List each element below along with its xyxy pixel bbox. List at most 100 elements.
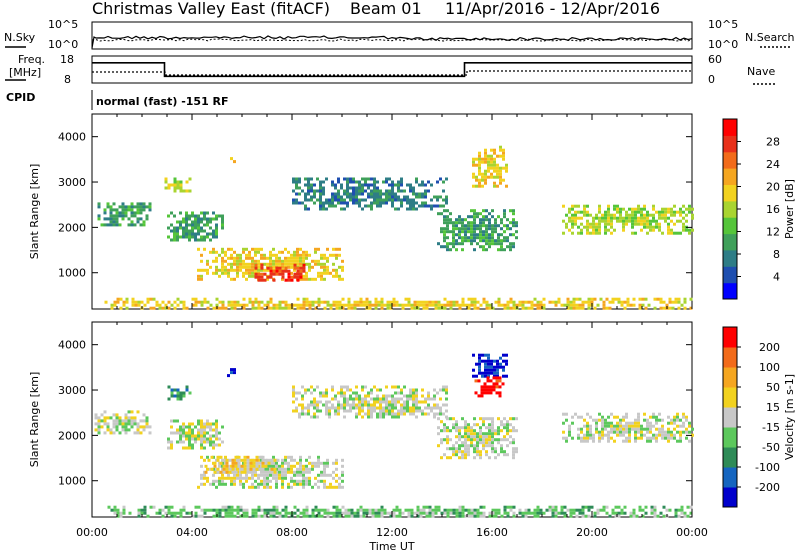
velocity-cell (490, 371, 493, 375)
velocity-cell (479, 453, 482, 457)
velocity-cell (203, 440, 206, 444)
velocity-cell (488, 423, 491, 427)
velocity-cell (305, 508, 309, 512)
velocity-cell (464, 426, 467, 430)
power-cell (467, 236, 470, 240)
power-cell (331, 195, 334, 199)
power-cell (610, 219, 613, 223)
power-cell (139, 211, 143, 215)
power-cell (482, 248, 485, 252)
power-cell (482, 245, 485, 249)
velocity-cell (115, 428, 119, 432)
power-cell (476, 242, 479, 246)
velocity-cell (418, 409, 421, 413)
power-cell (470, 239, 473, 243)
power-cell (389, 300, 393, 304)
velocity-cell (580, 415, 583, 419)
power-cell (260, 266, 264, 270)
power-cell (658, 228, 661, 232)
power-cell (674, 297, 678, 301)
power-cell (400, 204, 403, 208)
power-cell (554, 303, 558, 307)
power-cell (352, 198, 355, 202)
power-cell (607, 216, 610, 220)
power-cell (458, 303, 462, 307)
velocity-cell (335, 485, 338, 489)
velocity-cell (455, 423, 458, 427)
velocity-cell (281, 470, 284, 474)
power-cell (404, 297, 408, 301)
power-cell (424, 201, 427, 205)
velocity-cell (613, 427, 616, 431)
velocity-cell (225, 461, 229, 465)
velocity-cell (458, 511, 462, 515)
power-cell (667, 228, 670, 232)
velocity-cell (260, 470, 263, 474)
power-cell (482, 209, 485, 213)
power-cell (374, 306, 378, 310)
power-cell (334, 204, 337, 208)
power-cell (337, 189, 340, 193)
power-cell (106, 202, 110, 206)
velocity-cell (664, 436, 667, 440)
velocity-cell (661, 418, 664, 422)
velocity-cell (512, 441, 515, 445)
velocity-cell (344, 508, 348, 512)
power-cell (640, 213, 643, 217)
velocity-cell (482, 444, 485, 448)
power-cell (346, 195, 349, 199)
velocity-cell (304, 388, 307, 392)
power-cell (664, 213, 667, 217)
power-cell (332, 253, 335, 257)
velocity-cell (278, 467, 281, 471)
velocity-cell (100, 413, 104, 417)
velocity-cell (422, 505, 426, 509)
power-cell (221, 306, 225, 310)
velocity-cell (278, 476, 281, 480)
power-cell (637, 207, 640, 211)
power-cell (349, 177, 352, 181)
velocity-cell (644, 511, 648, 515)
power-cell (677, 297, 681, 301)
power-cell (682, 204, 685, 208)
velocity-cell (239, 514, 243, 518)
power-cell (326, 259, 329, 263)
velocity-cell (394, 391, 397, 395)
velocity-cell (316, 415, 319, 419)
velocity-cell (343, 409, 346, 413)
velocity-cell (388, 412, 391, 416)
velocity-cell (445, 391, 448, 395)
power-cell (179, 186, 183, 190)
power-cell (481, 184, 484, 188)
power-cell (622, 222, 625, 226)
velocity-cell (433, 412, 436, 416)
velocity-cell (281, 467, 284, 471)
velocity-cell (401, 511, 405, 515)
power-cell (218, 214, 221, 218)
velocity-cell (486, 391, 490, 395)
velocity-cell (254, 473, 257, 477)
velocity-cell (486, 379, 490, 383)
power-cell (113, 303, 117, 307)
velocity-cell (379, 412, 382, 416)
velocity-cell (251, 473, 254, 477)
power-cell (569, 300, 573, 304)
power-cell (278, 303, 282, 307)
power-cell (188, 229, 191, 233)
power-cell (475, 163, 478, 167)
power-cell (287, 272, 291, 276)
power-cell (197, 220, 200, 224)
velocity-cell (458, 447, 461, 451)
power-cell (185, 306, 189, 310)
velocity-cell (272, 505, 276, 509)
power-cell (491, 209, 494, 213)
velocity-cell (685, 430, 688, 434)
power-cell (239, 256, 242, 260)
velocity-cell (290, 458, 293, 462)
nave-trace (92, 70, 692, 76)
velocity-cell (581, 508, 585, 512)
power-cell (167, 186, 171, 190)
power-cell (275, 253, 278, 257)
velocity-cell (506, 505, 510, 509)
velocity-cell (207, 458, 211, 462)
